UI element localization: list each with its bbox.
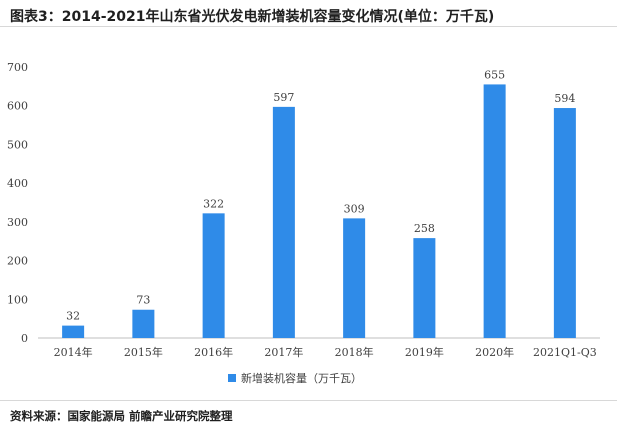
title-divider: [0, 26, 617, 27]
bar: [413, 238, 436, 338]
x-tick-label: 2014年: [54, 345, 93, 359]
y-tick-label: 500: [7, 138, 28, 151]
bar-value-label: 258: [414, 222, 435, 235]
bar: [553, 108, 576, 338]
x-tick-label: 2017年: [264, 345, 303, 359]
chart-title: 图表3：2014-2021年山东省光伏发电新增装机容量变化情况(单位：万千瓦): [10, 9, 495, 25]
y-tick-label: 400: [7, 177, 28, 190]
bar: [272, 106, 295, 338]
y-tick-label: 100: [7, 293, 28, 306]
x-tick-label: 2020年: [475, 345, 514, 359]
bar: [343, 218, 366, 338]
legend-label: 新增装机容量（万千瓦）: [241, 371, 362, 385]
bar-value-label: 597: [273, 91, 294, 104]
bar-value-label: 309: [344, 202, 365, 215]
source-note: 资料来源：国家能源局 前瞻产业研究院整理: [10, 409, 233, 423]
y-tick-label: 600: [7, 100, 28, 113]
bar-value-label: 32: [66, 310, 80, 323]
bar: [62, 325, 85, 338]
y-tick-label: 700: [7, 61, 28, 74]
bar-chart: 0 100 200 300 400 500 600 700 32 2014年 73 2015年 322 2…: [7, 61, 600, 385]
y-tick-label: 0: [21, 332, 28, 345]
bar: [202, 213, 225, 338]
bar: [132, 309, 155, 338]
x-tick-label: 2016年: [194, 345, 233, 359]
x-tick-label: 2018年: [335, 345, 374, 359]
bar-value-label: 655: [484, 68, 505, 81]
y-tick-label: 200: [7, 255, 28, 268]
x-tick-label: 2015年: [124, 345, 163, 359]
chart-container: 0 100 200 300 400 500 600 700 32 2014年 73 2015年 322 2…: [7, 61, 600, 385]
footer-divider: [0, 400, 617, 401]
bar-value-label: 322: [203, 197, 224, 210]
bar: [483, 84, 506, 339]
legend-swatch: [228, 374, 236, 382]
x-tick-label: 2019年: [405, 345, 444, 359]
y-tick-label: 300: [7, 216, 28, 229]
bar-value-label: 73: [136, 294, 150, 307]
x-tick-label: 2021Q1-Q3: [533, 346, 597, 359]
bar-value-label: 594: [554, 92, 575, 105]
